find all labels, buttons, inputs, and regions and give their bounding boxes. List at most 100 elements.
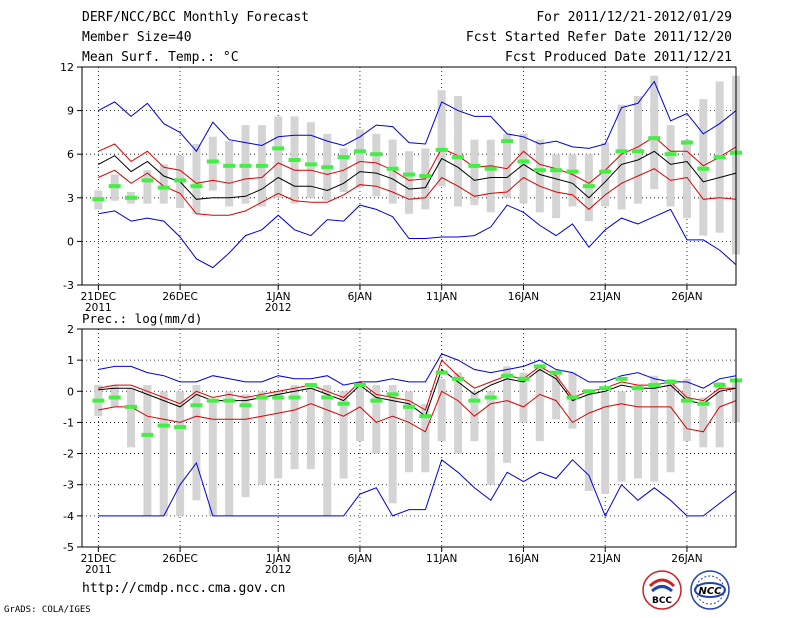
precip-xtick-label: 26JAN bbox=[671, 553, 702, 565]
temp-observed-mark bbox=[713, 155, 726, 160]
precip-ytick-label: -2 bbox=[63, 448, 74, 461]
temp-upper-line bbox=[98, 136, 737, 184]
precip-range-box bbox=[601, 391, 610, 495]
temp-observed-mark bbox=[321, 165, 334, 170]
header-right: For 2011/12/21-2012/01/29 Fcst Started R… bbox=[466, 8, 732, 68]
temp-range-box bbox=[666, 125, 675, 207]
precip-observed-mark bbox=[550, 370, 563, 375]
precip-range-box bbox=[323, 385, 332, 516]
temp-ytick-label: -3 bbox=[63, 279, 74, 292]
temp-range-box bbox=[519, 133, 528, 204]
temp-xtick-label: 16JAN bbox=[508, 291, 539, 303]
precip-lower-line bbox=[98, 390, 737, 433]
precip-range-box bbox=[715, 381, 724, 448]
precip-range-box bbox=[633, 385, 642, 479]
temp-observed-mark bbox=[223, 163, 236, 168]
temp-range-box bbox=[552, 154, 561, 219]
precip-range-box bbox=[421, 403, 430, 473]
precip-range-box bbox=[584, 391, 593, 491]
precip-ytick-label: -3 bbox=[63, 479, 74, 492]
temp-observed-mark bbox=[206, 159, 219, 164]
precip-range-box bbox=[503, 366, 512, 463]
precip-observed-mark bbox=[533, 364, 546, 369]
temp-range-box bbox=[306, 122, 315, 198]
temp-observed-mark bbox=[468, 163, 481, 168]
temp-xtick-label: 21DEC bbox=[81, 291, 116, 303]
precip-upper-line bbox=[98, 359, 736, 411]
bcc-logo-icon: BCC bbox=[642, 570, 682, 610]
precip-observed-mark bbox=[206, 398, 219, 403]
precip-observed-mark bbox=[468, 398, 481, 403]
precip-observed-mark bbox=[403, 404, 415, 409]
ncc-logo-text: NCC bbox=[698, 586, 722, 597]
precip-panel-title: Prec.: log(mm/d) bbox=[82, 311, 203, 326]
temp-xtick-year: 2011 bbox=[85, 302, 112, 314]
precip-range-box bbox=[666, 378, 675, 473]
precip-range-box bbox=[486, 391, 495, 485]
precip-range-box bbox=[355, 385, 364, 442]
temp-observed-mark bbox=[517, 159, 530, 164]
precip-range-box bbox=[339, 391, 348, 479]
precip-range-box bbox=[208, 400, 217, 516]
precip-range-box bbox=[225, 391, 234, 516]
precip-range-box bbox=[437, 378, 446, 442]
bcc-logo-text: BCC bbox=[652, 596, 672, 606]
temp-observed-mark bbox=[403, 172, 415, 177]
precip-range-box bbox=[257, 391, 266, 485]
precip-range-box bbox=[143, 385, 152, 516]
precip-observed-mark bbox=[239, 403, 252, 408]
precip-range-box bbox=[127, 388, 136, 448]
temp-observed-mark bbox=[304, 162, 317, 167]
header-left: DERF/NCC/BCC Monthly Forecast Member Siz… bbox=[82, 8, 309, 68]
precip-observed-mark bbox=[697, 401, 710, 406]
temp-range-box bbox=[355, 129, 364, 188]
temp-observed-mark bbox=[272, 146, 285, 151]
precip-range-box bbox=[159, 391, 168, 516]
precip-ytick-label: -1 bbox=[63, 416, 74, 429]
temp-range-box bbox=[470, 139, 479, 206]
precip-xtick-label: 11JAN bbox=[426, 553, 457, 565]
precip-max-line bbox=[98, 353, 737, 389]
precip-observed-mark bbox=[304, 383, 317, 388]
temp-observed-mark bbox=[125, 195, 138, 200]
temp-frame bbox=[81, 66, 737, 286]
precip-ytick-label: -5 bbox=[63, 541, 74, 554]
chart-main-title: DERF/NCC/BCC Monthly Forecast bbox=[82, 10, 309, 25]
temp-xtick-label: 26DEC bbox=[162, 291, 197, 303]
precip-observed-mark bbox=[272, 395, 285, 400]
grads-credit: GrADS: COLA/IGES bbox=[4, 605, 91, 615]
precip-observed-mark bbox=[599, 386, 612, 391]
temp-range-box bbox=[682, 139, 691, 219]
precip-range-box bbox=[241, 394, 250, 498]
precip-observed-mark bbox=[92, 398, 105, 403]
precip-observed-mark bbox=[419, 414, 432, 419]
temp-ytick-label: 6 bbox=[67, 148, 74, 161]
temp-observed-mark bbox=[501, 139, 514, 144]
precip-range-box bbox=[372, 385, 381, 454]
footer-url[interactable]: http://cmdp.ncc.cma.gov.cn bbox=[82, 581, 286, 596]
temp-xtick-label: 6JAN bbox=[348, 291, 373, 303]
produced-date-label: Fcst Produced Date 2011/12/21 bbox=[505, 50, 732, 65]
temp-observed-mark bbox=[615, 149, 628, 154]
precip-observed-mark bbox=[582, 389, 595, 394]
temp-observed-mark bbox=[550, 168, 563, 173]
temp-range-box bbox=[503, 133, 512, 198]
precip-mean-line bbox=[98, 368, 737, 418]
temp-observed-mark bbox=[353, 149, 366, 154]
temp-observed-mark bbox=[631, 149, 644, 154]
temp-range-box bbox=[208, 136, 217, 191]
temp-observed-mark bbox=[386, 166, 399, 171]
precip-xtick-year: 2012 bbox=[265, 564, 292, 576]
precip-observed-mark bbox=[321, 395, 334, 400]
temp-ytick-label: 12 bbox=[60, 61, 74, 74]
temp-observed-mark bbox=[255, 163, 268, 168]
temp-range-box bbox=[601, 142, 610, 207]
temp-mean-line bbox=[98, 150, 737, 200]
precip-range-box bbox=[552, 372, 561, 420]
precip-range-box bbox=[192, 385, 201, 501]
precip-range-box bbox=[274, 391, 283, 479]
precip-xtick-label: 6JAN bbox=[348, 553, 373, 565]
temp-range-box bbox=[617, 104, 626, 210]
